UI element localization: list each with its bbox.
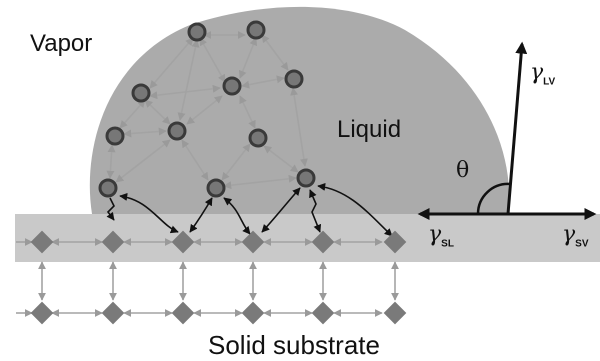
solid-atom bbox=[101, 230, 125, 254]
gamma-subscript: SV bbox=[575, 238, 589, 250]
gamma-sl-label: γSL bbox=[428, 222, 454, 249]
gamma-symbol: γ bbox=[562, 222, 576, 247]
contact-angle-arc bbox=[476, 182, 511, 215]
tension-vectors bbox=[417, 41, 597, 220]
liquid-molecule bbox=[131, 83, 151, 103]
solid-atom bbox=[383, 301, 407, 325]
vapor-label: Vapor bbox=[30, 30, 93, 57]
gamma-subscript: LV bbox=[543, 76, 556, 88]
solid-atom bbox=[101, 301, 125, 325]
liquid-interaction-arrows bbox=[106, 31, 308, 190]
substrate-surface bbox=[15, 214, 600, 262]
gamma-sv-label: γSV bbox=[562, 222, 589, 249]
solid-substrate-label: Solid substrate bbox=[208, 330, 380, 360]
liquid-molecule bbox=[284, 69, 304, 89]
liquid-solid-arrows bbox=[106, 182, 393, 237]
liquid-molecule bbox=[187, 22, 207, 42]
solid-atom bbox=[171, 301, 195, 325]
liquid-molecule bbox=[167, 121, 187, 141]
liquid-molecule bbox=[246, 20, 266, 40]
liquid-label: Liquid bbox=[337, 116, 402, 143]
contact-angle-label: θ bbox=[456, 158, 470, 183]
gamma-lv-label: γLV bbox=[530, 60, 555, 87]
solid-atom bbox=[311, 301, 335, 325]
solid-lattice-arrows bbox=[16, 238, 399, 317]
liquid-molecule bbox=[105, 126, 125, 146]
liquid-molecule bbox=[248, 128, 268, 148]
gamma-symbol: γ bbox=[530, 60, 544, 85]
gamma-symbol: γ bbox=[428, 222, 442, 247]
liquid-molecule bbox=[98, 178, 118, 198]
solid-atom bbox=[30, 301, 54, 325]
liquid-molecules bbox=[98, 20, 316, 198]
liquid-molecule bbox=[296, 168, 316, 188]
liquid-molecule bbox=[222, 76, 242, 96]
gamma-lv-arrow bbox=[506, 41, 528, 215]
solid-atom bbox=[241, 301, 265, 325]
liquid-molecule bbox=[206, 178, 226, 198]
gamma-subscript: SL bbox=[441, 238, 454, 250]
